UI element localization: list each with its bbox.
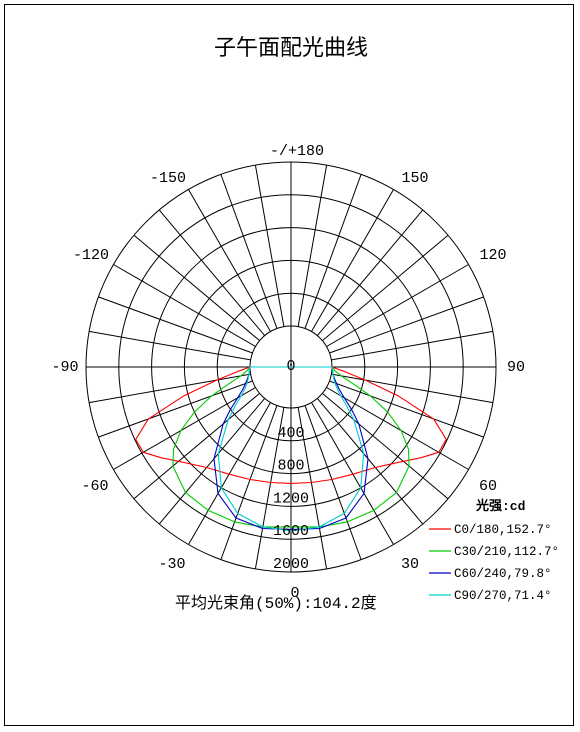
legend-entry-3: C90/270,71.4° xyxy=(454,589,552,603)
chart-title: 子午面配光曲线 xyxy=(214,36,368,61)
legend-entry-2: C60/240,79.8° xyxy=(454,567,552,581)
chart-frame: 子午面配光曲线 -/+180 150 120 90 60 30 0 -30 -60 -90 -120… xyxy=(4,4,574,726)
angle-label: -60 xyxy=(81,478,108,495)
grid-spoke xyxy=(113,264,256,347)
radial-tick-label: 1200 xyxy=(273,490,309,507)
grid-spoke xyxy=(326,387,469,470)
grid-spoke xyxy=(316,398,424,525)
angle-labels: -/+180 150 120 90 60 30 0 -30 -60 -90 -120 -150 xyxy=(51,143,525,602)
angle-label: 30 xyxy=(401,556,419,573)
grid-spoke xyxy=(329,380,484,438)
series-curve-3 xyxy=(217,366,365,532)
angle-label: 60 xyxy=(479,478,497,495)
legend-entry-0: C0/180,152.7° xyxy=(454,523,552,537)
polar-grid xyxy=(85,161,497,573)
radial-tick-label: 2000 xyxy=(273,556,309,573)
angle-label: -150 xyxy=(150,170,186,187)
grid-spoke xyxy=(311,402,394,545)
intensity-curves xyxy=(135,366,447,532)
average-beam-angle: 平均光束角(50%):104.2度 xyxy=(175,594,377,613)
radial-tick-label: 0 xyxy=(286,358,295,375)
grid-spoke xyxy=(133,392,260,500)
grid-spoke xyxy=(188,402,271,545)
grid-spoke xyxy=(297,165,328,327)
polar-light-distribution-chart: 子午面配光曲线 -/+180 150 120 90 60 30 0 -30 -60 -90 -120… xyxy=(51,36,559,613)
grid-spoke xyxy=(331,373,493,404)
angle-label: 0 xyxy=(290,585,299,602)
grid-spoke xyxy=(316,209,424,336)
angle-label: -90 xyxy=(51,359,78,376)
grid-spoke xyxy=(133,234,260,342)
grid-spoke xyxy=(98,296,253,354)
grid-spoke xyxy=(220,174,278,329)
angle-label: -30 xyxy=(158,556,185,573)
grid-spoke xyxy=(311,189,394,332)
grid-spoke xyxy=(254,407,285,569)
radial-tick-labels: 0 400 800 1200 1600 2000 xyxy=(273,358,309,573)
grid-spoke xyxy=(322,392,449,500)
legend-title: 光强:cd xyxy=(475,498,525,514)
legend: 光强:cd C0/180,152.7° C30/210,112.7° C60/240… xyxy=(429,498,559,603)
grid-spoke xyxy=(297,407,328,569)
grid-spoke xyxy=(322,234,449,342)
grid-spoke xyxy=(304,174,362,329)
grid-spoke xyxy=(331,330,493,361)
grid-spoke xyxy=(329,296,484,354)
grid-spoke xyxy=(220,405,278,560)
grid-spoke xyxy=(326,264,469,347)
angle-label: -120 xyxy=(73,247,109,264)
grid-spoke xyxy=(158,209,266,336)
radial-tick-label: 800 xyxy=(277,458,304,475)
grid-spoke xyxy=(113,387,256,470)
grid-spoke xyxy=(304,405,362,560)
angle-label: 150 xyxy=(401,170,428,187)
grid-spoke xyxy=(89,330,251,361)
grid-spoke xyxy=(158,398,266,525)
angle-label: 90 xyxy=(507,359,525,376)
radial-tick-label: 1600 xyxy=(273,523,309,540)
grid-spoke xyxy=(254,165,285,327)
grid-spoke xyxy=(89,373,251,404)
angle-label: 120 xyxy=(479,247,506,264)
grid-spoke xyxy=(98,380,253,438)
angle-label: -/+180 xyxy=(270,143,324,160)
grid-spoke xyxy=(188,189,271,332)
radial-tick-label: 400 xyxy=(277,425,304,442)
legend-entry-1: C30/210,112.7° xyxy=(454,545,559,559)
